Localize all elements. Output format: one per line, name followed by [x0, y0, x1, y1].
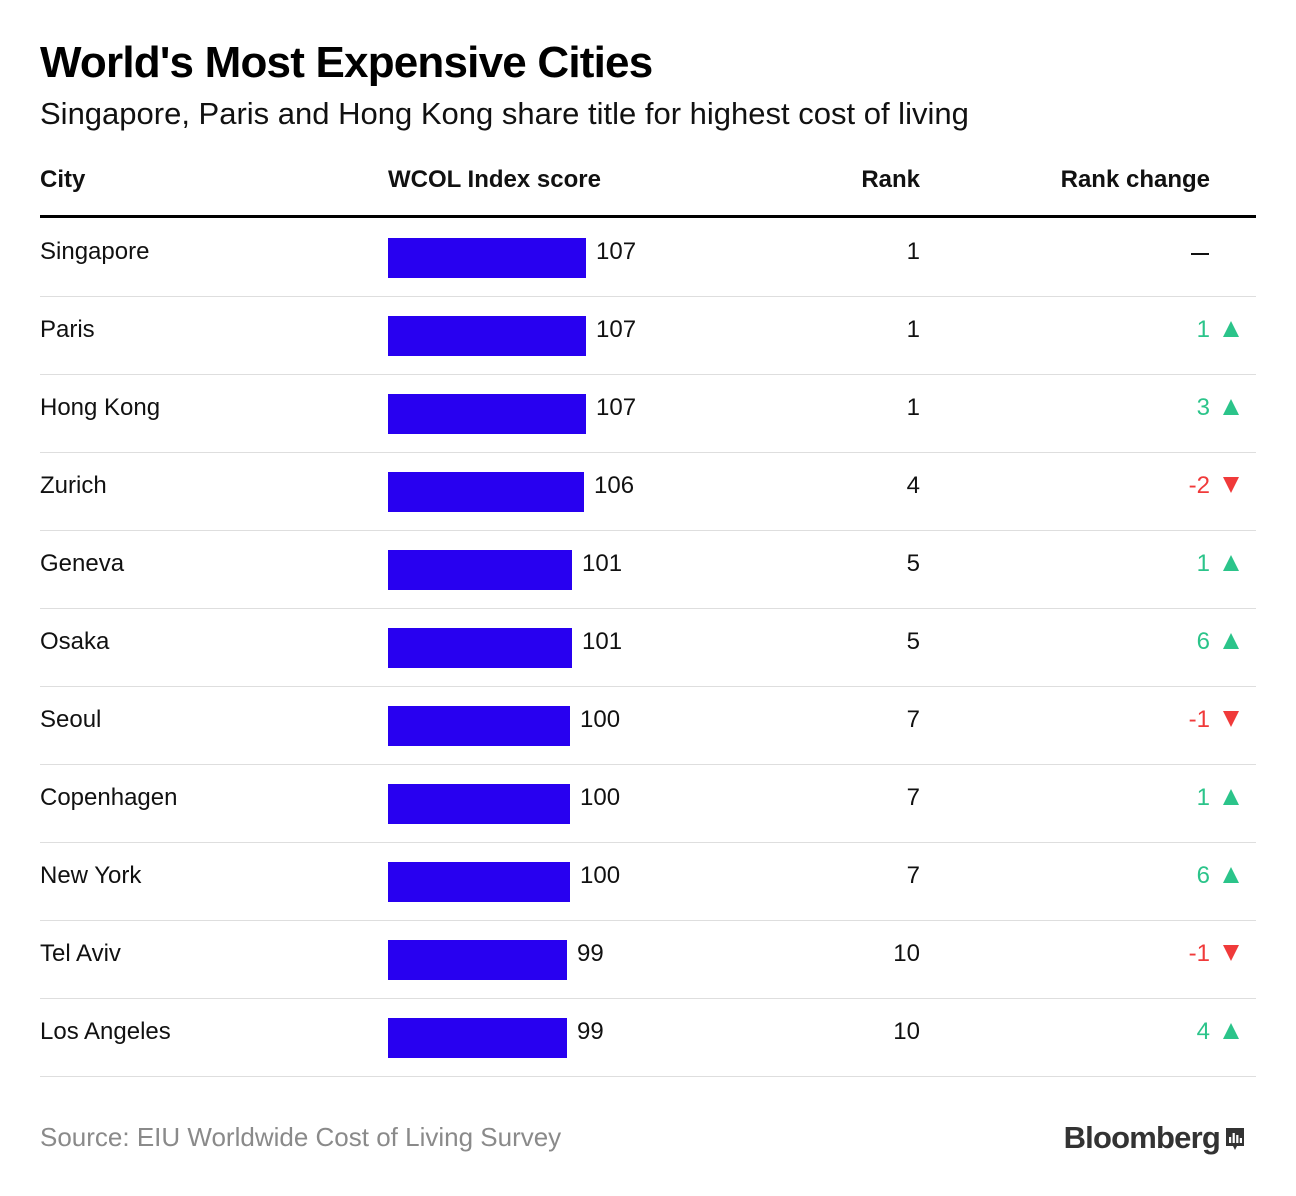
- rank-change-value: 6: [1196, 862, 1210, 889]
- arrow-up-icon: [1223, 789, 1239, 805]
- score-bar: [388, 1018, 567, 1058]
- arrow-down-icon: [1223, 477, 1239, 493]
- score-bar: [388, 472, 584, 512]
- arrow-up-icon: [1223, 555, 1239, 571]
- rank-change-value: 3: [1196, 394, 1210, 421]
- city-label: Osaka: [40, 628, 110, 655]
- rank-value: 7: [906, 862, 920, 889]
- rank-value: 5: [906, 628, 920, 655]
- rank-value: 5: [906, 550, 920, 577]
- column-header-score: WCOL Index score: [388, 166, 601, 193]
- rank-change-value: -2: [1188, 472, 1210, 499]
- table-row: Osaka 101 5 6: [40, 608, 1256, 687]
- rank-change-value: -1: [1188, 706, 1210, 733]
- city-label: Singapore: [40, 238, 150, 265]
- rank-change-value: 1: [1196, 784, 1210, 811]
- rank-value: 1: [906, 238, 920, 265]
- score-bar: [388, 628, 572, 668]
- arrow-up-icon: [1223, 399, 1239, 415]
- table-row: Tel Aviv 99 10 -1: [40, 920, 1256, 999]
- table-row: Geneva 101 5 1: [40, 530, 1256, 609]
- score-value: 100: [580, 862, 621, 889]
- arrow-down-icon: [1223, 711, 1239, 727]
- score-value: 100: [580, 784, 621, 811]
- city-label: Hong Kong: [40, 394, 161, 421]
- score-value: 106: [594, 472, 635, 499]
- score-bar: [388, 706, 570, 746]
- score-bar: [388, 550, 572, 590]
- arrow-up-icon: [1223, 1023, 1239, 1039]
- column-header-city: City: [40, 166, 86, 193]
- rank-change-value: 4: [1196, 1018, 1210, 1045]
- score-value: 99: [577, 1018, 604, 1045]
- score-value: 107: [596, 394, 637, 421]
- score-value: 100: [580, 706, 621, 733]
- city-label: Paris: [40, 316, 95, 343]
- city-label: Copenhagen: [40, 784, 178, 811]
- rank-value: 10: [893, 940, 920, 967]
- score-value: 107: [596, 238, 637, 265]
- no-change-dash: [1191, 253, 1209, 255]
- rank-value: 7: [906, 784, 920, 811]
- rank-value: 7: [906, 706, 920, 733]
- score-value: 101: [582, 550, 623, 577]
- table-row: Singapore 107 1: [40, 218, 1256, 297]
- table-row: Hong Kong 107 1 3: [40, 374, 1256, 453]
- city-label: Seoul: [40, 706, 102, 733]
- rank-change-value: -1: [1188, 940, 1210, 967]
- table-row: Paris 107 1 1: [40, 296, 1256, 375]
- score-value: 107: [596, 316, 637, 343]
- score-bar: [388, 784, 570, 824]
- brand-logo: Bloomberg: [1063, 1120, 1221, 1155]
- rank-change-value: 1: [1196, 550, 1210, 577]
- city-label: Geneva: [40, 550, 125, 577]
- rank-value: 4: [906, 472, 920, 499]
- rank-value: 1: [906, 394, 920, 421]
- rank-value: 1: [906, 316, 920, 343]
- arrow-up-icon: [1223, 633, 1239, 649]
- table-row: Zurich 106 4 -2: [40, 452, 1256, 531]
- city-label: Tel Aviv: [40, 940, 121, 967]
- score-bar: [388, 940, 567, 980]
- arrow-up-icon: [1223, 867, 1239, 883]
- city-label: Zurich: [40, 472, 107, 499]
- column-header-rank-change: Rank change: [1060, 166, 1210, 193]
- column-header-rank: Rank: [861, 166, 920, 193]
- table-row: Los Angeles 99 10 4: [40, 998, 1256, 1077]
- score-bar: [388, 394, 586, 434]
- table-row: Copenhagen 100 7 1: [40, 764, 1256, 843]
- chart-subtitle: Singapore, Paris and Hong Kong share tit…: [40, 96, 969, 131]
- score-value: 99: [577, 940, 604, 967]
- score-value: 101: [582, 628, 623, 655]
- arrow-up-icon: [1223, 321, 1239, 337]
- rank-change-value: 1: [1196, 316, 1210, 343]
- city-label: New York: [40, 862, 142, 889]
- score-bar: [388, 862, 570, 902]
- rank-value: 10: [893, 1018, 920, 1045]
- source-note: Source: EIU Worldwide Cost of Living Sur…: [40, 1122, 562, 1152]
- city-label: Los Angeles: [40, 1018, 171, 1045]
- arrow-down-icon: [1223, 945, 1239, 961]
- rank-change-value: 6: [1196, 628, 1210, 655]
- bloomberg-chart-icon: [1226, 1128, 1244, 1150]
- chart-title: World's Most Expensive Cities: [40, 38, 653, 87]
- score-bar: [388, 238, 586, 278]
- table-row: New York 100 7 6: [40, 842, 1256, 921]
- header-divider: [40, 215, 1256, 218]
- table-row: Seoul 100 7 -1: [40, 686, 1256, 765]
- score-bar: [388, 316, 586, 356]
